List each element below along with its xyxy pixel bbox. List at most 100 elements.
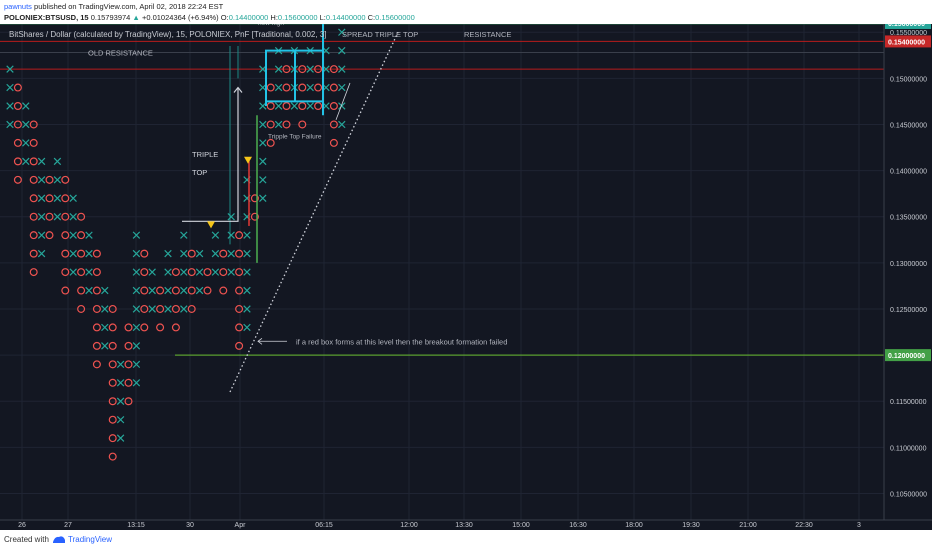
pnf-o-box	[77, 268, 86, 277]
pnf-x-box	[148, 268, 156, 276]
publish-line: pawnuts published on TradingView.com, Ap…	[4, 2, 223, 11]
pnf-o-box	[77, 231, 86, 240]
pnf-x-box	[306, 65, 314, 73]
time-tick-label: 19:30	[682, 522, 700, 529]
pnf-o-box	[156, 286, 165, 295]
pnf-x-box	[37, 176, 46, 184]
pnf-x-box	[69, 194, 77, 202]
price-axis[interactable]: 0.10500000 0.11000000 0.11500000 0.12000000…	[885, 24, 931, 499]
pnf-x-box	[259, 176, 267, 184]
pnf-o-box	[124, 323, 133, 332]
price-tick-label: 0.11000000	[890, 445, 927, 452]
pnf-o-box	[235, 268, 244, 277]
ohlc-line: POLONIEX:BTSUSD, 15 0.15793974 ▲ +0.0102…	[4, 13, 415, 22]
high-price-badge: 0.15600000	[888, 24, 925, 28]
pnf-o-box	[329, 83, 338, 92]
tradingview-brand-link[interactable]: TradingView	[68, 535, 113, 544]
open-label: O:	[220, 13, 229, 22]
pnf-o-box	[29, 194, 38, 203]
pnf-x-box	[37, 249, 46, 258]
pnf-o-box	[108, 304, 117, 313]
pnf-x-box	[132, 268, 141, 276]
pnf-x-box	[274, 120, 283, 129]
pnf-o-box	[61, 286, 70, 295]
pnf-chart[interactable]: upper target (about $0.194)lower target …	[0, 24, 932, 530]
pnf-x-box	[259, 194, 267, 202]
time-tick-label: 15:00	[512, 522, 530, 529]
chart-title: BitShares / Dollar (calculated by Tradin…	[9, 30, 326, 39]
time-tick-label: 16:30	[569, 522, 587, 529]
pnf-o-box	[61, 231, 70, 240]
pnf-o-box	[171, 304, 180, 313]
tripple-top-failure-label: Tripple Top Failure	[268, 133, 322, 140]
time-tick-label: 21:00	[739, 522, 757, 529]
pnf-o-box	[45, 231, 54, 240]
time-tick-label: Apr	[235, 522, 247, 529]
time-tick-label: 27	[64, 522, 72, 529]
pnf-x-box	[132, 249, 141, 258]
pnf-x-box	[6, 83, 14, 92]
triple-top-line	[182, 87, 239, 222]
pnf-o-box	[108, 415, 117, 424]
pnf-x-box	[195, 249, 204, 258]
spread-top-frame	[265, 49, 323, 107]
pnf-o-box	[282, 102, 291, 111]
pnf-x-box	[53, 157, 62, 166]
price-tick-label: 0.15000000	[890, 76, 927, 83]
pnf-x-box	[180, 268, 188, 276]
time-tick-label: 13:30	[455, 522, 473, 529]
pnf-x-box	[6, 120, 14, 129]
pnf-o-box	[45, 175, 54, 184]
chart-background	[0, 24, 932, 530]
pnf-o-box	[282, 120, 291, 129]
pnf-o-box	[219, 249, 228, 258]
pnf-o-box	[140, 323, 149, 332]
pnf-o-box	[203, 286, 212, 295]
pnf-x-box	[227, 268, 235, 276]
pnf-o-box	[140, 268, 149, 277]
time-tick-label: 12:00	[400, 522, 418, 529]
pnf-o-box	[108, 323, 117, 332]
price-tick-label: 0.14500000	[890, 122, 927, 129]
time-tick-label: 22:30	[795, 522, 813, 529]
pnf-o-box	[298, 65, 307, 74]
pnf-x-box	[132, 379, 141, 387]
close-label: C:	[367, 13, 376, 22]
pnf-x-box	[290, 102, 299, 110]
pnf-x-box	[22, 157, 30, 166]
pnf-x-box	[148, 286, 156, 295]
pnf-x-box	[69, 249, 77, 258]
pnf-x-box	[164, 268, 172, 276]
pnf-o-box	[219, 286, 228, 295]
pnf-o-box	[235, 323, 244, 332]
pnf-o-box	[235, 249, 244, 258]
pnf-x-box	[22, 120, 30, 129]
pnf-x-box	[132, 360, 141, 369]
time-axis[interactable]: 26 27 13:15 30 Apr 06:15 12:00 13:30 15:00 16:30 1…	[18, 522, 861, 529]
pnf-x-box	[53, 212, 62, 221]
pnf-x-box	[211, 268, 220, 276]
price-tick-label: 0.14000000	[890, 169, 927, 176]
pnf-o-box	[187, 249, 196, 258]
triple-top-label-2: TOP	[192, 168, 207, 177]
pnf-x-box	[116, 397, 125, 405]
pnf-x-box	[37, 212, 46, 221]
pnf-o-box	[314, 102, 323, 111]
pnf-x-box	[116, 415, 125, 424]
pnf-x-box	[85, 268, 93, 276]
author-link[interactable]: pawnuts	[4, 2, 32, 11]
pnf-o-box	[77, 304, 86, 313]
pnf-o-box	[329, 138, 338, 147]
pnf-x-box	[243, 305, 251, 313]
pnf-o-box	[92, 286, 101, 295]
tripple-top-failure-arrow	[335, 82, 351, 120]
pnf-x-box	[211, 249, 220, 258]
time-tick-label: 30	[186, 522, 194, 529]
pnf-x-box	[211, 231, 220, 239]
pnf-x-box	[180, 249, 188, 258]
pnf-x-box	[227, 231, 235, 239]
pnf-o-box	[298, 83, 307, 92]
pnf-x-box	[53, 176, 62, 184]
pnf-o-box	[61, 249, 70, 258]
resistance-price-badge: 0.15400000	[888, 39, 925, 46]
